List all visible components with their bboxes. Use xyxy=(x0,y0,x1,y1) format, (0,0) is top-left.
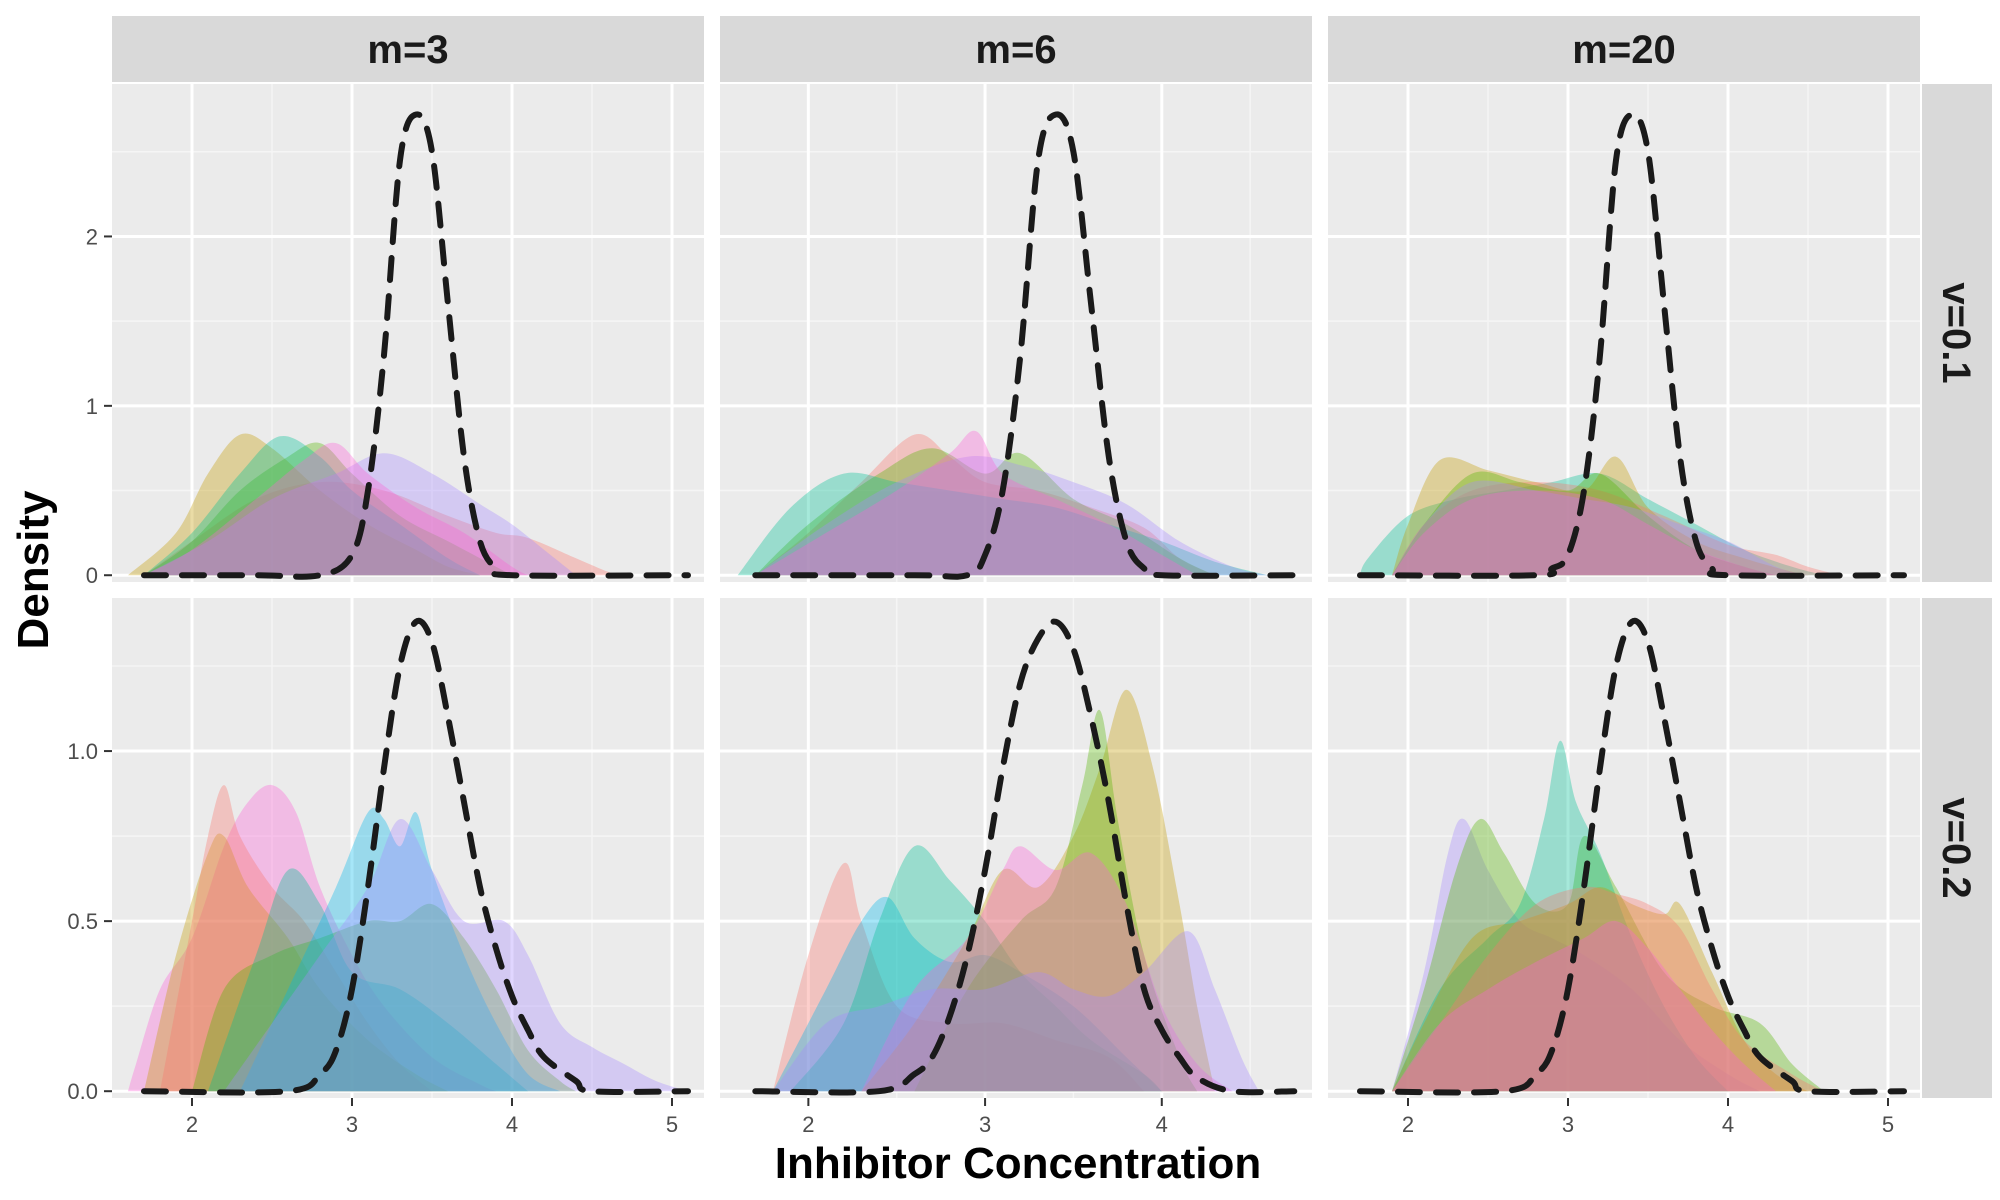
density-area xyxy=(1392,818,1824,1092)
density-area xyxy=(755,456,1268,576)
density-area xyxy=(773,896,1162,1092)
x-tick-label: 2 xyxy=(1402,1112,1414,1137)
x-tick-label: 4 xyxy=(506,1112,518,1137)
density-area xyxy=(914,709,1198,1092)
density-area xyxy=(790,845,1162,1092)
facet-strip-column xyxy=(720,16,1312,82)
density-area xyxy=(144,481,624,576)
density-area xyxy=(1392,482,1840,576)
density-area xyxy=(773,931,1259,1092)
density-area xyxy=(755,448,1215,576)
reference-density-curve xyxy=(752,111,1298,580)
panel-plot-area xyxy=(1357,111,1907,579)
x-axes: 2 3 4 5 2 3 4 2 3 4 5 xyxy=(186,1098,1894,1137)
density-area xyxy=(737,472,1268,576)
panel-plot-area xyxy=(1357,617,1907,1096)
facet-panel xyxy=(1328,84,1920,582)
facet-strips: m=3 m=6 m=20 v=0.1 v=0.2 xyxy=(112,16,1992,1098)
x-tick-label: 5 xyxy=(1882,1112,1894,1137)
x-tick-label: 3 xyxy=(979,1112,991,1137)
y-tick-label: 0.5 xyxy=(67,909,98,934)
facet-strip-row xyxy=(1922,84,1992,582)
y-tick-label: 1 xyxy=(86,394,98,419)
x-tick-label: 4 xyxy=(1156,1112,1168,1137)
panel-background xyxy=(1328,84,1920,582)
reference-density-curve xyxy=(1357,111,1907,579)
density-area xyxy=(861,689,1215,1092)
density-area xyxy=(144,833,448,1092)
x-tick-label: 5 xyxy=(666,1112,678,1137)
panel-plot-area xyxy=(128,617,691,1096)
facet-panel xyxy=(112,84,704,582)
facet-panel xyxy=(720,598,1312,1098)
density-area xyxy=(144,453,576,576)
panel-background xyxy=(1328,598,1920,1098)
y-tick-label: 0 xyxy=(86,563,98,588)
facet-strip-column xyxy=(1328,16,1920,82)
x-tick-label: 2 xyxy=(802,1112,814,1137)
x-tick-label: 3 xyxy=(1562,1112,1574,1137)
density-area xyxy=(240,807,560,1092)
facet-panel xyxy=(720,84,1312,582)
density-area xyxy=(160,785,432,1092)
density-area xyxy=(128,784,496,1092)
density-area xyxy=(128,433,480,576)
x-axis-title: Inhibitor Concentration xyxy=(775,1139,1261,1188)
density-area xyxy=(1392,490,1776,576)
y-tick-label: 1.0 xyxy=(67,739,98,764)
x-tick-label: 3 xyxy=(346,1112,358,1137)
facet-panel xyxy=(1328,598,1920,1098)
density-area xyxy=(861,846,1233,1092)
x-tick-label: 4 xyxy=(1722,1112,1734,1137)
density-area xyxy=(773,862,1145,1092)
facet-row-label: v=0.1 xyxy=(1934,282,1978,383)
y-axis-title: Density xyxy=(9,490,58,649)
panel-background xyxy=(720,84,1312,582)
density-area xyxy=(1392,471,1776,576)
panel-background xyxy=(112,598,704,1098)
density-area xyxy=(144,442,528,576)
reference-density-curve xyxy=(141,617,691,1096)
panel-plot-area xyxy=(128,111,691,580)
y-tick-label: 0.0 xyxy=(67,1079,98,1104)
facet-strip-row xyxy=(1922,598,1992,1098)
panel-plot-area xyxy=(752,618,1298,1096)
density-area xyxy=(1360,473,1824,576)
facet-strip-column xyxy=(112,16,704,82)
x-tick-label: 2 xyxy=(186,1112,198,1137)
density-area xyxy=(1392,886,1824,1092)
panel-background xyxy=(720,598,1312,1098)
density-area xyxy=(192,903,576,1092)
density-area xyxy=(1392,887,1808,1092)
density-area xyxy=(224,818,688,1092)
density-area xyxy=(1392,480,1808,576)
density-area xyxy=(1392,456,1808,576)
panel-plot-area xyxy=(737,111,1298,580)
density-area xyxy=(144,442,512,576)
y-axes: 0 1 2 0.0 0.5 1.0 xyxy=(67,224,112,1104)
facet-column-label: m=3 xyxy=(367,28,448,72)
panel-background xyxy=(112,84,704,582)
reference-density-curve xyxy=(1357,617,1907,1096)
panels xyxy=(112,84,1920,1098)
facet-column-label: m=6 xyxy=(975,28,1056,72)
y-tick-label: 2 xyxy=(86,224,98,249)
density-area xyxy=(144,435,480,576)
density-area xyxy=(755,430,1198,576)
density-area xyxy=(208,868,528,1092)
facet-column-label: m=20 xyxy=(1572,28,1675,72)
density-area xyxy=(755,433,1215,576)
reference-density-curve xyxy=(752,618,1298,1096)
density-area xyxy=(1392,920,1776,1092)
density-area xyxy=(1392,740,1728,1092)
facet-row-label: v=0.2 xyxy=(1934,797,1978,898)
reference-density-curve xyxy=(141,111,691,580)
facet-panel xyxy=(112,598,704,1098)
